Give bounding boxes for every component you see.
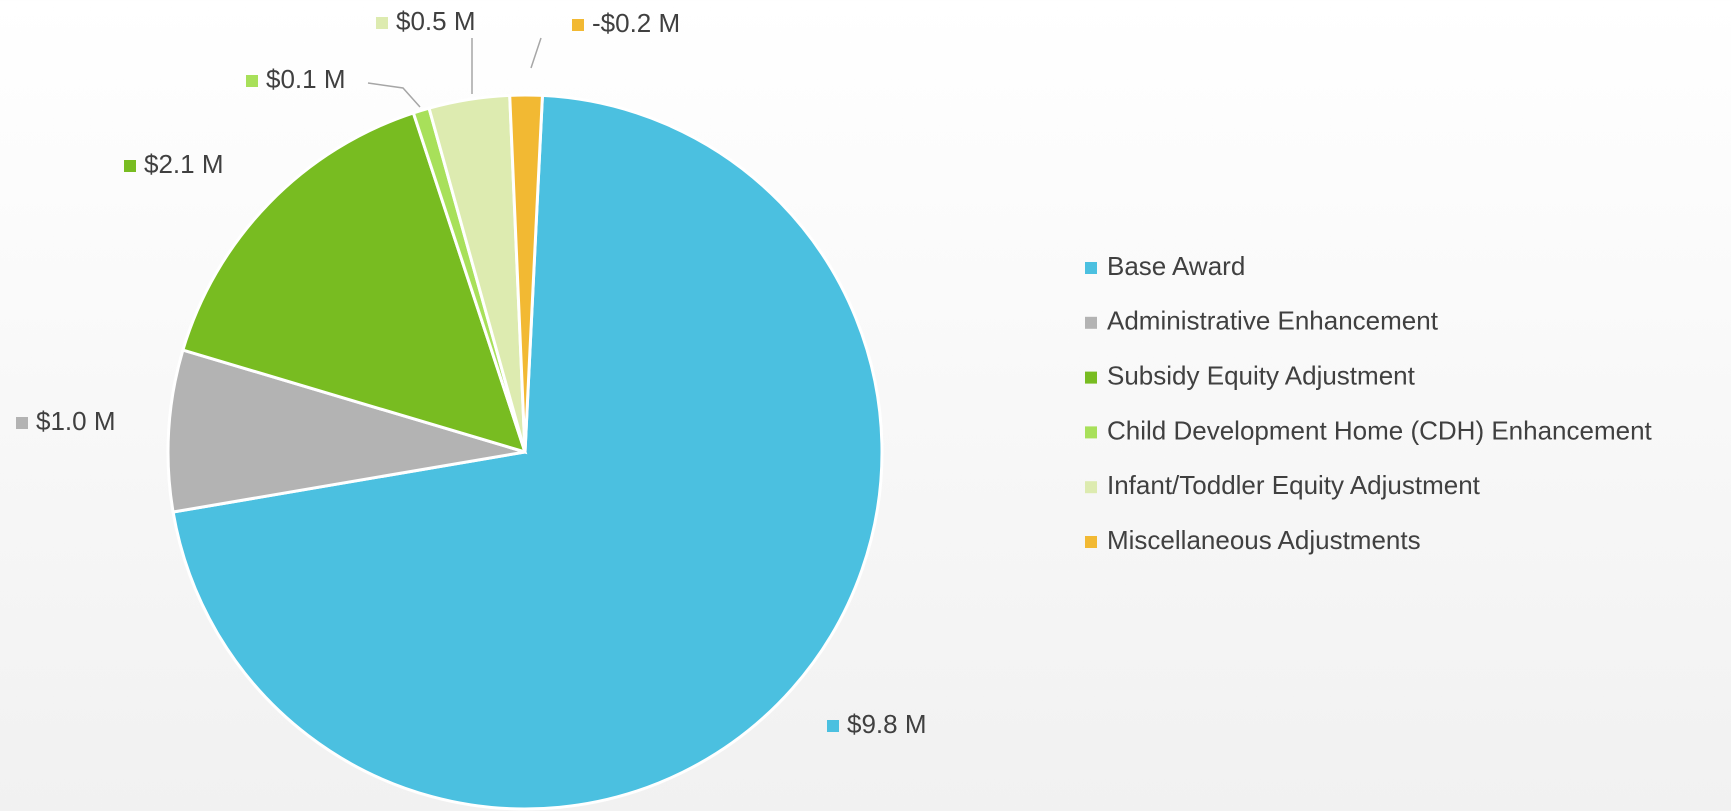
legend-marker	[1085, 371, 1097, 384]
legend-marker	[1085, 536, 1097, 548]
legend-label: Miscellaneous Adjustments	[1107, 525, 1421, 555]
legend-marker	[1085, 262, 1097, 274]
data-label: $9.8 M	[847, 709, 927, 739]
pie-slice	[508, 93, 545, 453]
legend-label: Administrative Enhancement	[1107, 306, 1439, 336]
legend-label: Base Award	[1107, 251, 1245, 281]
legend-label: Infant/Toddler Equity Adjustment	[1107, 470, 1481, 500]
data-label-marker	[572, 19, 584, 31]
data-label: $0.1 M	[266, 64, 346, 94]
pie-slice	[181, 111, 528, 455]
leader-line	[367, 82, 421, 108]
legend-marker	[1085, 316, 1097, 329]
data-label-marker	[827, 720, 839, 732]
legend-marker	[1085, 426, 1097, 439]
pie-slice	[171, 93, 884, 811]
data-label: $0.5 M	[396, 6, 476, 36]
data-label: $1.0 M	[36, 406, 116, 436]
legend-label: Subsidy Equity Adjustment	[1107, 360, 1416, 390]
pie-slice	[166, 348, 526, 514]
data-label-marker	[376, 17, 388, 29]
data-label-marker	[16, 417, 28, 429]
leader-line	[530, 37, 542, 69]
legend-marker	[1085, 481, 1097, 494]
data-label-marker	[246, 75, 258, 87]
data-label: -$0.2 M	[592, 8, 680, 38]
legend-label: Child Development Home (CDH) Enhancement	[1107, 415, 1653, 445]
data-label: $2.1 M	[144, 149, 224, 179]
data-label-marker	[124, 160, 136, 172]
